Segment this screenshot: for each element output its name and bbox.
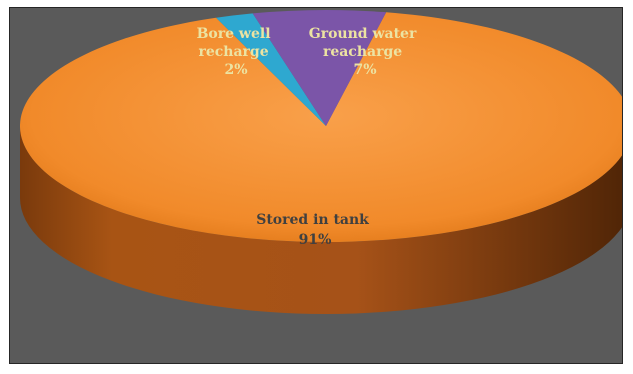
label-bore-well-recharge: Bore well recharge 2% <box>197 26 276 78</box>
pie-side-stored-in-tank <box>20 126 622 314</box>
label-ground-water-recharge: Ground water reacharge 7% <box>309 26 421 78</box>
pie-slice-stored-in-tank <box>20 12 622 242</box>
pie-slice-ground-water-recharge <box>252 9 387 126</box>
pie-chart: Stored in tank 91% Bore well recharge 2%… <box>10 8 622 363</box>
label-stored-in-tank: Stored in tank 91% <box>256 212 374 248</box>
pie-slice-bore-well-recharge <box>216 13 326 127</box>
chart-frame: Stored in tank 91% Bore well recharge 2%… <box>9 7 623 364</box>
